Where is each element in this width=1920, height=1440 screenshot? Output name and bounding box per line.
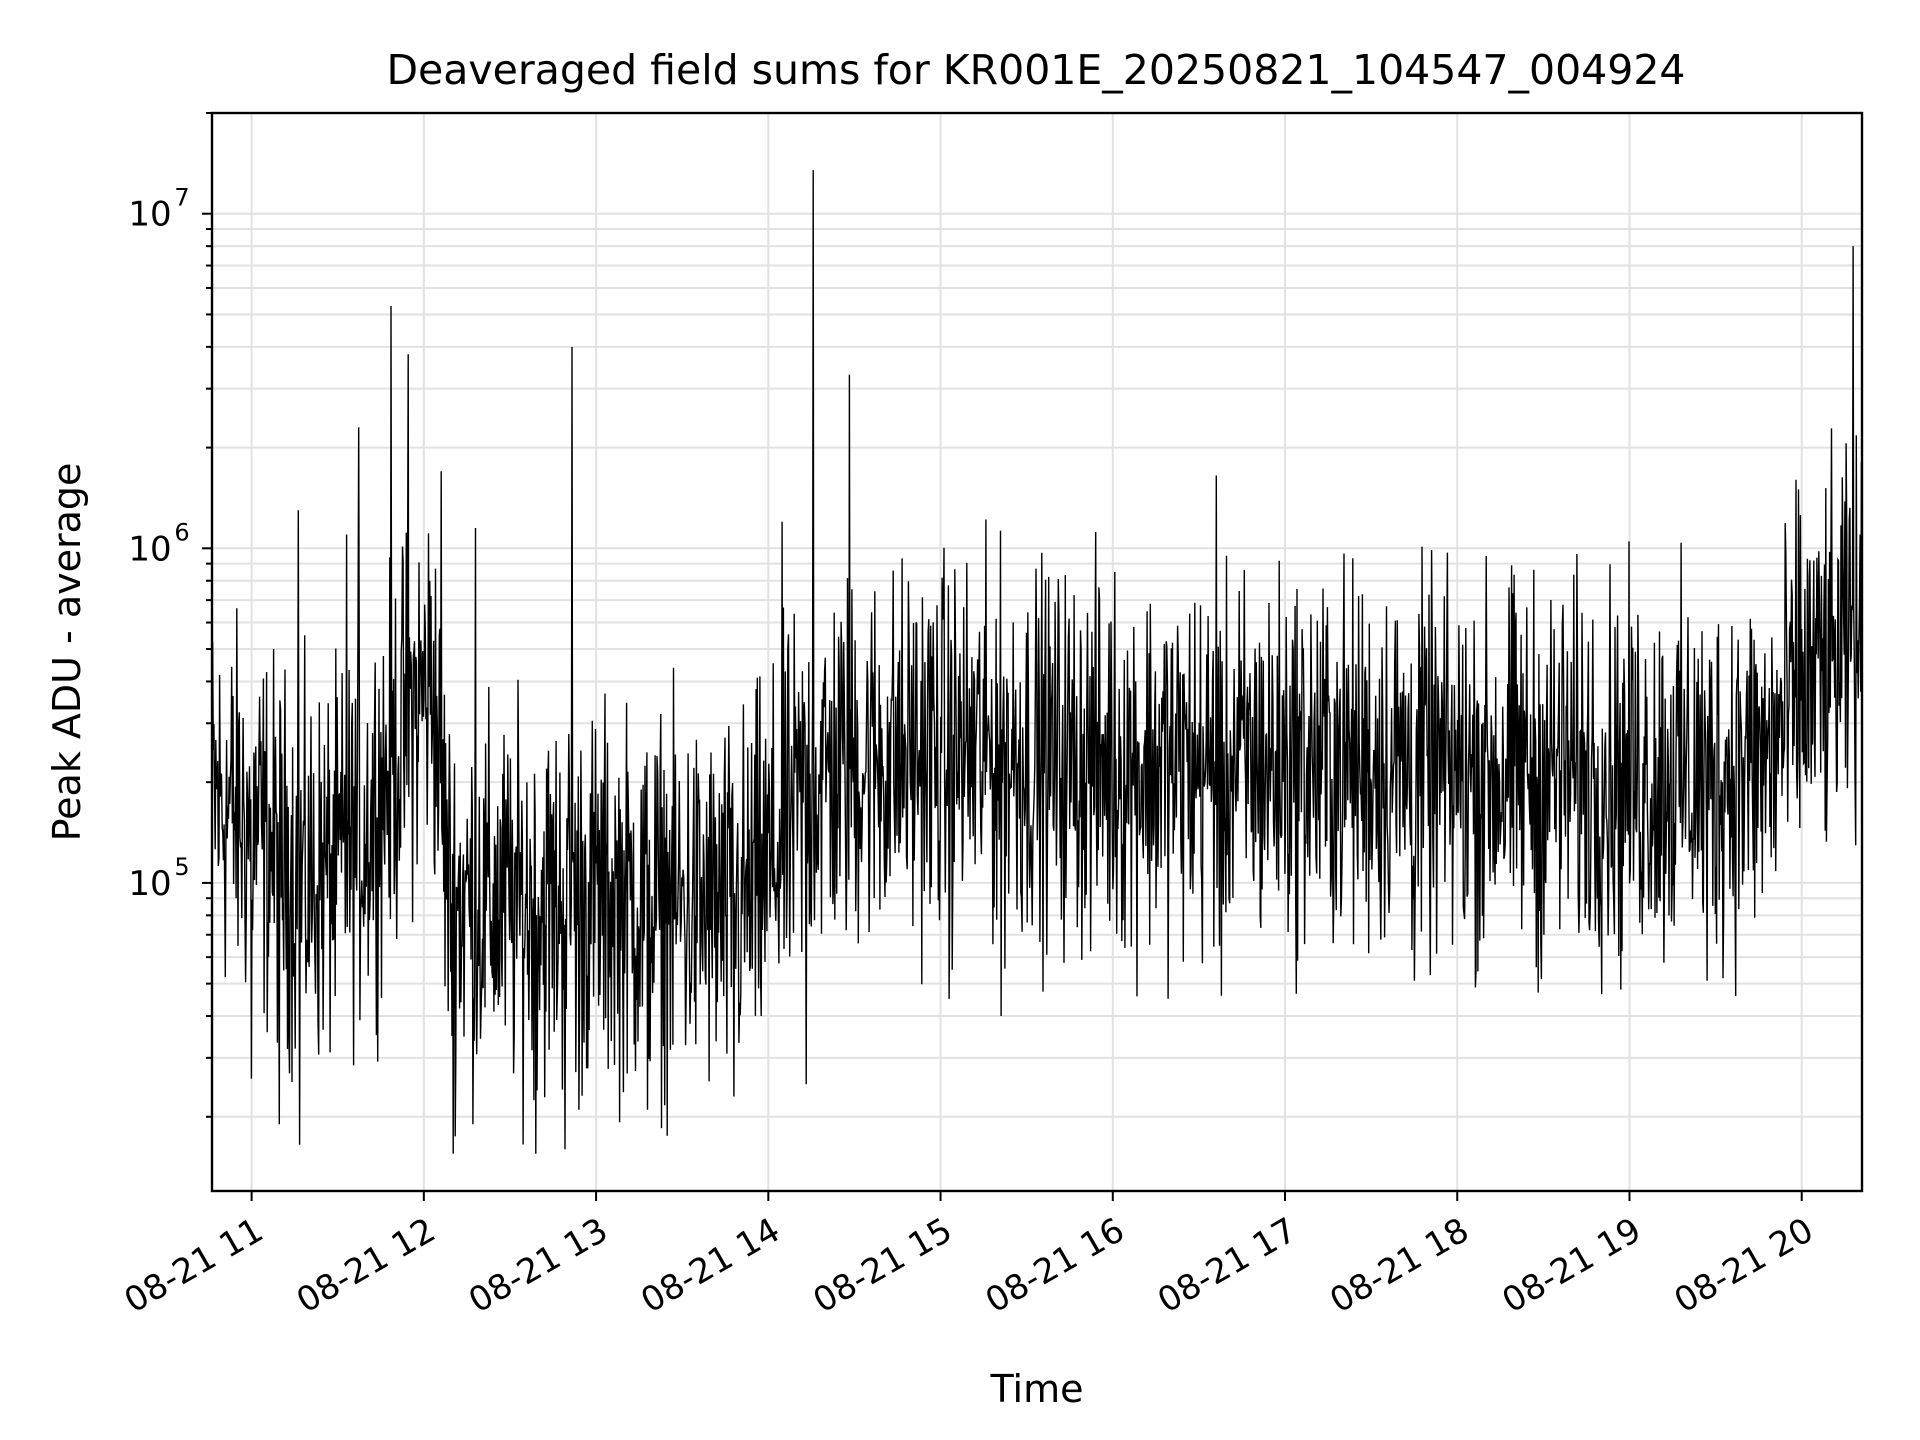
y-tick-label: 10: [128, 195, 171, 235]
y-tick-label-exponent: 6: [174, 518, 189, 546]
plot-frame: [210, 111, 1864, 1193]
chart-title: Deaveraged field sums for KR001E_2025082…: [386, 46, 1685, 94]
y-axis-label: Peak ADU - average: [45, 463, 89, 842]
y-tick-label-exponent: 5: [174, 853, 189, 881]
x-axis-label: Time: [990, 1367, 1084, 1411]
y-tick-label: 10: [128, 864, 171, 904]
y-tick-label: 10: [128, 529, 171, 569]
y-tick-label-exponent: 7: [174, 184, 189, 212]
series-layer: [211, 170, 1863, 1154]
series-line: [211, 170, 1863, 1154]
